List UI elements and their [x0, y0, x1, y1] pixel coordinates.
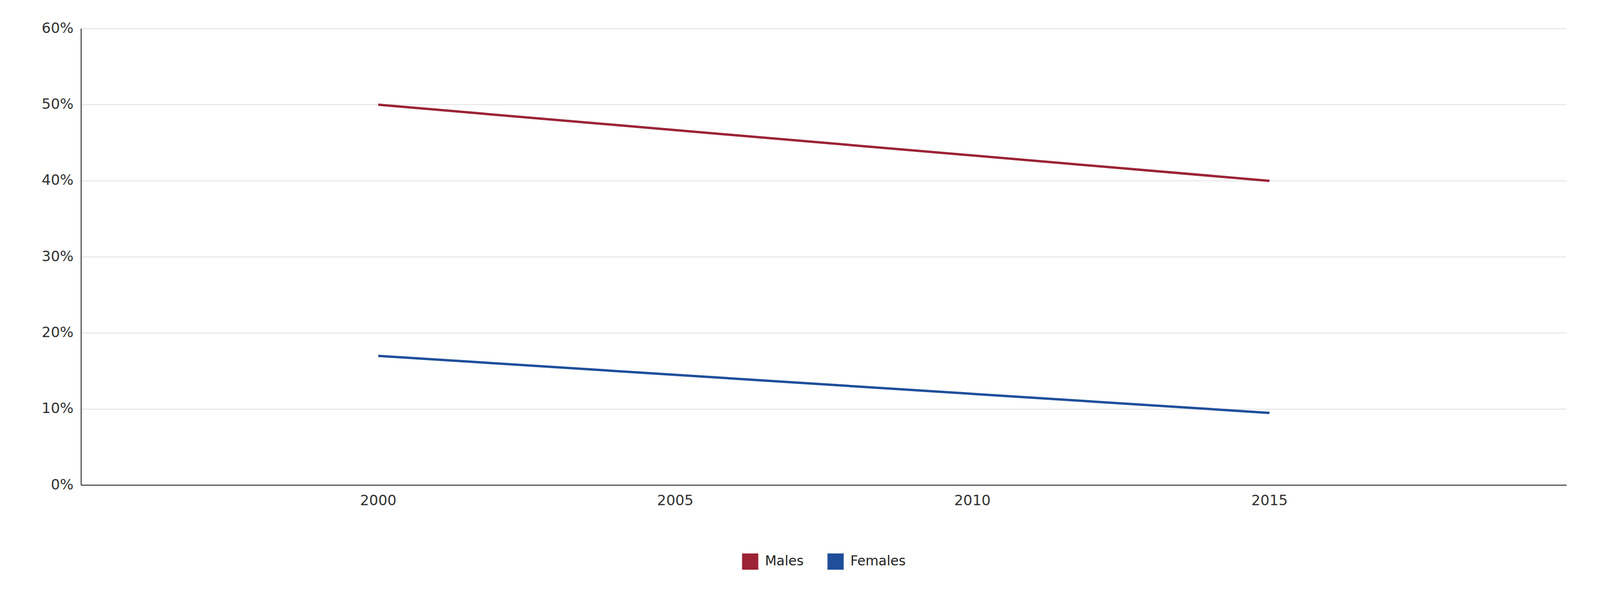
grid-line	[81, 332, 1567, 334]
x-tick-label: 2015	[1251, 491, 1288, 509]
y-tick-label: 60%	[41, 19, 74, 37]
y-tick-label: 0%	[50, 475, 74, 493]
legend-swatch	[742, 553, 759, 570]
x-tick-label: 2010	[954, 491, 991, 509]
y-tick-label: 20%	[41, 323, 74, 341]
grid	[81, 28, 1567, 485]
page: {"chart_data": {"type": "line", "x": [20…	[0, 0, 1600, 595]
x-tick-label: 2000	[359, 491, 397, 509]
x-axis-line	[81, 484, 1567, 486]
grid-line	[81, 28, 1567, 30]
y-tick-label: 40%	[41, 171, 74, 189]
y-tick-label: 50%	[41, 95, 74, 113]
x-axis: 2000 2005 2010 2015	[81, 484, 1567, 509]
chart: 0% 10% 20% 30% 40% 50% 60% 2000 2005 2010 2015 Male…	[0, 0, 1600, 595]
legend-swatch	[827, 553, 844, 570]
y-tick-label: 30%	[41, 247, 74, 265]
x-tick-label: 2005	[657, 491, 694, 509]
series-line	[378, 355, 1270, 413]
legend-label: Males	[765, 552, 804, 569]
grid-line	[81, 104, 1567, 106]
legend: Males Females	[742, 552, 906, 570]
y-axis: 0% 10% 20% 30% 40% 50% 60%	[41, 19, 82, 493]
grid-line	[81, 484, 1567, 486]
lines	[378, 104, 1270, 413]
grid-line	[81, 408, 1567, 410]
grid-line	[81, 180, 1567, 182]
grid-line	[81, 256, 1567, 258]
legend-label: Females	[850, 552, 906, 569]
y-axis-line	[80, 28, 82, 485]
y-tick-label: 10%	[41, 399, 74, 417]
series-line	[378, 104, 1270, 181]
